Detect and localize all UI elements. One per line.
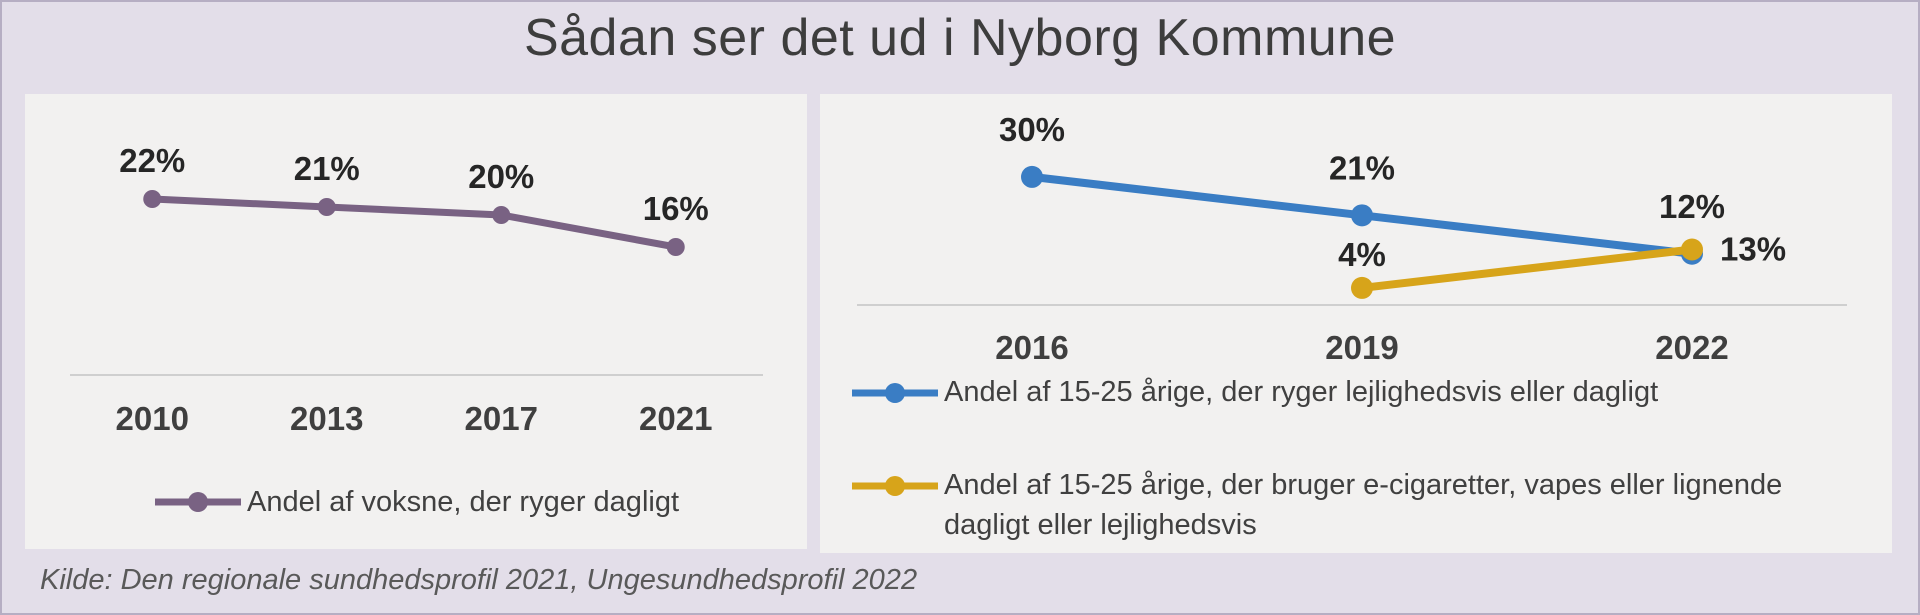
- youth-smoking-line-chart: 2016 2019 2022 30% 21% 12% 4% 13%: [857, 111, 1847, 366]
- data-point: [666, 238, 685, 256]
- adult-legend-label: Andel af voksne, der ryger dagligt: [246, 486, 680, 518]
- adult-legend: Andel af voksne, der ryger dagligt: [25, 482, 807, 522]
- data-point: [1351, 276, 1373, 299]
- data-point: [143, 190, 162, 208]
- x-axis-tick-label: 2017: [465, 400, 538, 437]
- data-label: 4%: [1338, 236, 1386, 273]
- source-citation: Kilde: Den regionale sundhedsprofil 2021…: [40, 564, 918, 596]
- series-line: [1358, 245, 1696, 292]
- youth-vaping-legend: Andel af 15-25 årige, der bruger e-cigar…: [850, 465, 1859, 545]
- purple-line-marker-icon: [154, 492, 241, 512]
- adult-smoking-chart-panel: 2010 2013 2017 2021 22% 21% 20% 16% Andel af vo…: [25, 94, 807, 549]
- page-title: Sådan ser det ud i Nyborg Kommune: [523, 9, 1397, 67]
- gold-line-marker-icon: [852, 476, 938, 496]
- data-label: 13%: [1720, 230, 1786, 267]
- youth-vaping-legend-label: Andel af 15-25 årige, der bruger e-cigar…: [944, 469, 1783, 541]
- x-axis-tick-label: 2013: [290, 400, 363, 437]
- data-point: [1021, 165, 1043, 188]
- data-label: 20%: [468, 158, 534, 195]
- adult-smoking-line-chart: 2010 2013 2017 2021 22% 21% 20% 16%: [70, 142, 763, 437]
- x-axis-tick-label: 2021: [639, 400, 712, 437]
- data-label: 22%: [119, 142, 185, 179]
- data-point: [492, 206, 511, 224]
- series-line: [148, 195, 680, 251]
- youth-smoking-legend: Andel af 15-25 årige, der ryger lejlighe…: [850, 372, 1658, 412]
- data-label: 30%: [999, 111, 1065, 148]
- data-label: 16%: [643, 190, 709, 227]
- data-point: [1681, 238, 1703, 261]
- x-axis-tick-label: 2019: [1325, 329, 1398, 366]
- youth-smoking-chart-panel: 2016 2019 2022 30% 21% 12% 4% 13% Andel af 15-2…: [820, 94, 1892, 553]
- data-label: 21%: [1329, 149, 1395, 186]
- x-axis-tick-label: 2016: [995, 329, 1068, 366]
- data-label: 21%: [294, 150, 360, 187]
- blue-line-marker-icon: [852, 383, 938, 403]
- x-axis-tick-label: 2010: [116, 400, 189, 437]
- data-point: [1351, 204, 1373, 227]
- data-point: [317, 198, 336, 216]
- data-label: 12%: [1659, 188, 1725, 225]
- youth-smoking-legend-label: Andel af 15-25 årige, der ryger lejlighe…: [944, 376, 1659, 408]
- x-axis-tick-label: 2022: [1655, 329, 1728, 366]
